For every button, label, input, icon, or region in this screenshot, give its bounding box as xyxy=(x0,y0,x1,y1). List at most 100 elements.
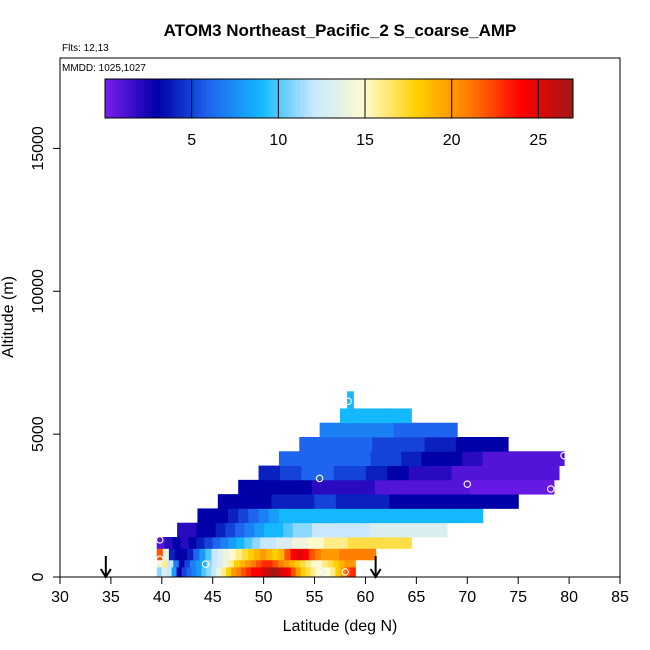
colorbar-swatch xyxy=(116,79,122,118)
heatmap-cell xyxy=(302,522,313,538)
heatmap-cell xyxy=(322,559,329,568)
heatmap-cell xyxy=(270,567,277,578)
colorbar-swatch xyxy=(491,79,496,118)
heatmap-cell xyxy=(234,522,246,538)
heatmap-cell xyxy=(292,494,305,509)
heatmap-cell xyxy=(446,422,458,438)
heatmap-cell xyxy=(195,559,202,568)
heatmap-cell xyxy=(445,437,457,452)
heatmap-cell xyxy=(236,567,242,578)
heatmap-cell xyxy=(188,537,198,549)
sample-point xyxy=(341,568,349,576)
heatmap-cell xyxy=(283,522,294,538)
heatmap-cell xyxy=(351,437,363,452)
heatmap-cell xyxy=(311,479,323,495)
colorbar-swatch xyxy=(479,79,484,118)
heatmap-cell xyxy=(314,494,326,509)
heatmap-cell xyxy=(353,479,366,495)
heatmap-cell xyxy=(378,494,391,509)
heatmap-cell xyxy=(459,479,471,495)
heatmap-cell xyxy=(269,479,281,495)
heatmap-cell xyxy=(553,451,565,466)
colorbar-swatch xyxy=(140,79,145,118)
heatmap-cell xyxy=(299,537,309,549)
colorbar-swatch xyxy=(526,79,531,118)
colorbar-swatch xyxy=(128,79,133,118)
x-tick-label: 45 xyxy=(204,589,222,606)
heatmap-cell xyxy=(393,437,405,452)
heatmap-cell xyxy=(376,465,388,481)
heatmap-cell xyxy=(390,408,402,424)
heatmap-cell xyxy=(303,494,315,509)
heatmap-cell xyxy=(370,408,382,424)
heatmap-cell xyxy=(314,548,322,561)
heatmap-cell xyxy=(335,494,348,509)
colorbar-swatch xyxy=(401,79,406,118)
heatmap-cell xyxy=(269,465,281,481)
heatmap-cell xyxy=(365,465,378,481)
heatmap-cell xyxy=(268,508,280,524)
heatmap-cell xyxy=(239,494,251,509)
heatmap-cell xyxy=(181,567,188,578)
heatmap-cell xyxy=(296,548,304,561)
heatmap-cell xyxy=(403,437,415,452)
colorbar-swatch xyxy=(522,79,527,118)
heatmap-cell xyxy=(462,451,473,466)
colorbar-swatch xyxy=(510,79,515,118)
heatmap-cell xyxy=(291,537,301,549)
colorbar-swatch xyxy=(120,79,125,118)
colorbar-swatch xyxy=(136,79,141,118)
heatmap-cell xyxy=(427,479,439,495)
y-tick-label: 10000 xyxy=(30,269,47,314)
colorbar-swatch xyxy=(381,79,387,118)
colorbar-swatch xyxy=(405,79,410,118)
colorbar-swatch xyxy=(194,79,200,118)
colorbar-swatch xyxy=(307,79,313,118)
heatmap-cell xyxy=(379,522,390,538)
heatmap-cell xyxy=(537,465,549,481)
colorbar-swatch xyxy=(569,79,574,118)
heatmap-cell xyxy=(212,537,221,549)
heatmap-cell xyxy=(178,559,185,568)
heatmap-cell xyxy=(323,537,333,549)
heatmap-cell xyxy=(289,508,300,524)
y-tick-label: 0 xyxy=(30,572,47,581)
heatmap-cell xyxy=(193,548,200,561)
heatmap-cell xyxy=(462,465,474,481)
heatmap-cell xyxy=(344,465,356,481)
chart-title: ATOM3 Northeast_Pacific_2 S_coarse_AMP xyxy=(164,21,517,40)
colorbar-swatch xyxy=(561,79,566,118)
heatmap-cell xyxy=(494,465,506,481)
heatmap-cell xyxy=(361,422,374,438)
sample-point xyxy=(560,451,568,460)
heatmap-cell xyxy=(233,559,241,568)
heatmap-cell xyxy=(177,522,188,538)
heatmap-cell xyxy=(346,494,358,509)
heatmap-cell xyxy=(273,522,284,538)
colorbar-swatch xyxy=(358,79,363,118)
heatmap-cell xyxy=(401,408,412,424)
heatmap-cell xyxy=(216,567,222,578)
heatmap-cell xyxy=(350,567,356,578)
heatmap-cell xyxy=(223,548,231,561)
heatmap-cell xyxy=(156,559,163,568)
colorbar-swatch xyxy=(335,79,340,118)
heatmap-cell xyxy=(244,559,252,568)
heatmap-cell xyxy=(220,537,229,549)
x-axis-label: Latitude (deg N) xyxy=(283,618,398,635)
heatmap-cell xyxy=(400,494,412,509)
heatmap-cell xyxy=(502,451,514,466)
colorbar-swatch xyxy=(112,79,118,118)
heatmap-cell xyxy=(548,465,560,481)
heatmap-cell xyxy=(186,567,193,578)
colorbar-swatch xyxy=(553,79,558,118)
heatmap-cell xyxy=(425,422,437,438)
heatmap-cell xyxy=(351,422,363,438)
heatmap-cell xyxy=(497,437,509,452)
heatmap-cell xyxy=(396,479,408,495)
colorbar-swatch xyxy=(245,79,250,118)
colorbar-swatch xyxy=(417,79,422,118)
heatmap-cell xyxy=(364,479,376,495)
colorbar-swatch xyxy=(237,79,242,118)
heatmap-cell xyxy=(162,559,169,568)
